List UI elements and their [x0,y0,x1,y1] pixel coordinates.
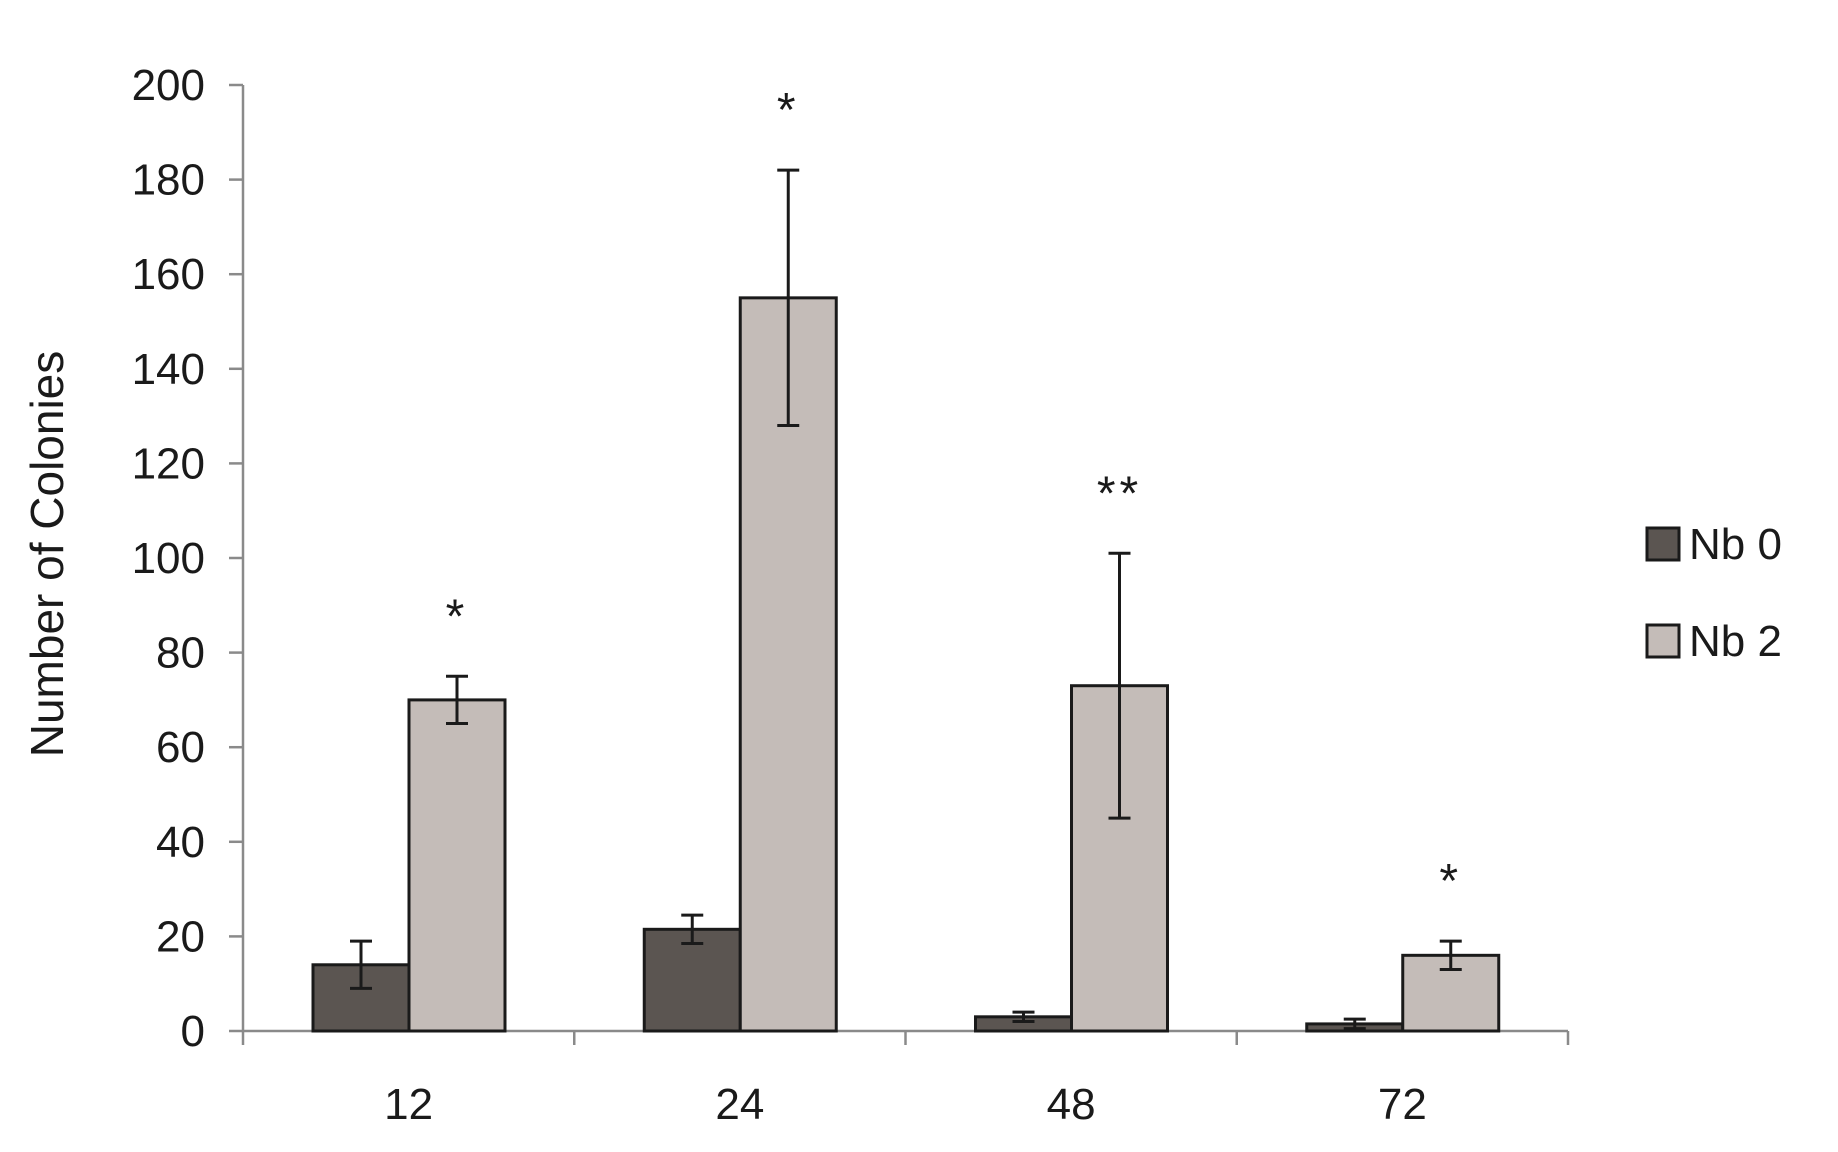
y-tick-label: 140 [132,345,205,394]
significance-marker: ** [1097,467,1142,520]
y-tick-label: 40 [156,818,205,867]
y-tick-label: 20 [156,912,205,961]
x-tick-label: 48 [1047,1080,1096,1129]
significance-marker: * [446,590,469,643]
x-tick-label: 24 [715,1080,764,1129]
bar-nb-2-48 [1070,684,1169,1033]
y-tick-label: 0 [181,1007,205,1056]
y-tick-label: 160 [132,250,205,299]
y-tick-label: 60 [156,723,205,772]
legend-swatch-nb-2 [1645,623,1681,659]
y-tick-label: 200 [132,61,205,110]
significance-marker: * [1439,855,1462,908]
y-tick-label: 100 [132,534,205,583]
y-tick-label: 120 [132,439,205,488]
y-tick-label: 180 [132,156,205,205]
x-tick-label: 12 [384,1080,433,1129]
y-tick-label: 80 [156,629,205,678]
bar-nb-2-12 [407,698,507,1033]
y-axis-title: Number of Colonies [21,351,73,758]
legend-label: Nb 0 [1689,520,1782,569]
bar-nb-0-24 [642,927,742,1033]
legend-swatch-nb-0 [1645,526,1681,562]
significance-marker: * [777,84,800,137]
x-tick-label: 72 [1378,1080,1427,1129]
legend-label: Nb 2 [1689,617,1782,666]
